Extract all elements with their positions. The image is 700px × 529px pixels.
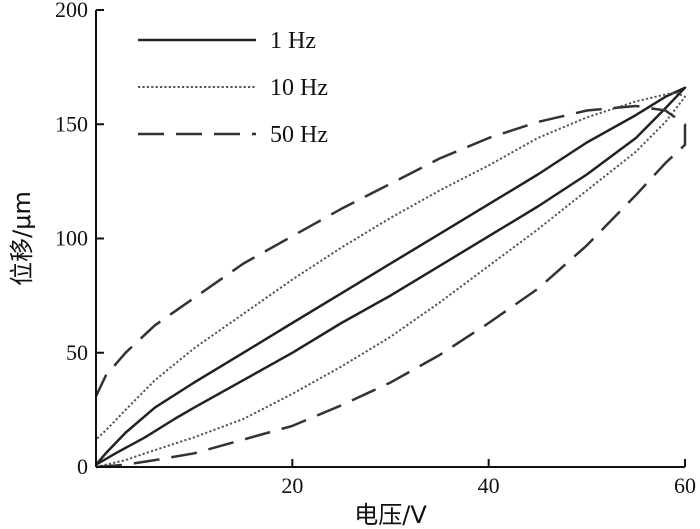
y-tick-label: 50	[66, 340, 88, 365]
x-tick-label: 60	[674, 473, 696, 498]
y-axis-label: 位移/μm	[8, 191, 36, 286]
legend: 1 Hz 10 Hz 50 Hz	[138, 28, 328, 148]
x-tick-label: 40	[478, 473, 500, 498]
y-tick-label: 100	[55, 226, 88, 251]
y-tick-label: 0	[77, 454, 88, 479]
axes-layer	[95, 10, 685, 468]
x-axis-label: 电压/V	[354, 501, 427, 529]
ticks-layer: 0 50 100 150 200 20 40 60	[55, 0, 696, 498]
legend-label-2: 50 Hz	[270, 122, 328, 148]
y-tick-label: 200	[55, 0, 88, 22]
series-layer	[94, 86, 687, 469]
series-line-0	[95, 86, 687, 466]
legend-label-1: 10 Hz	[270, 75, 328, 101]
legend-label-0: 1 Hz	[270, 28, 316, 54]
y-tick-label: 150	[55, 111, 88, 136]
series-line-2	[94, 104, 687, 469]
series-line-1	[95, 91, 686, 468]
x-tick-label: 20	[281, 473, 303, 498]
